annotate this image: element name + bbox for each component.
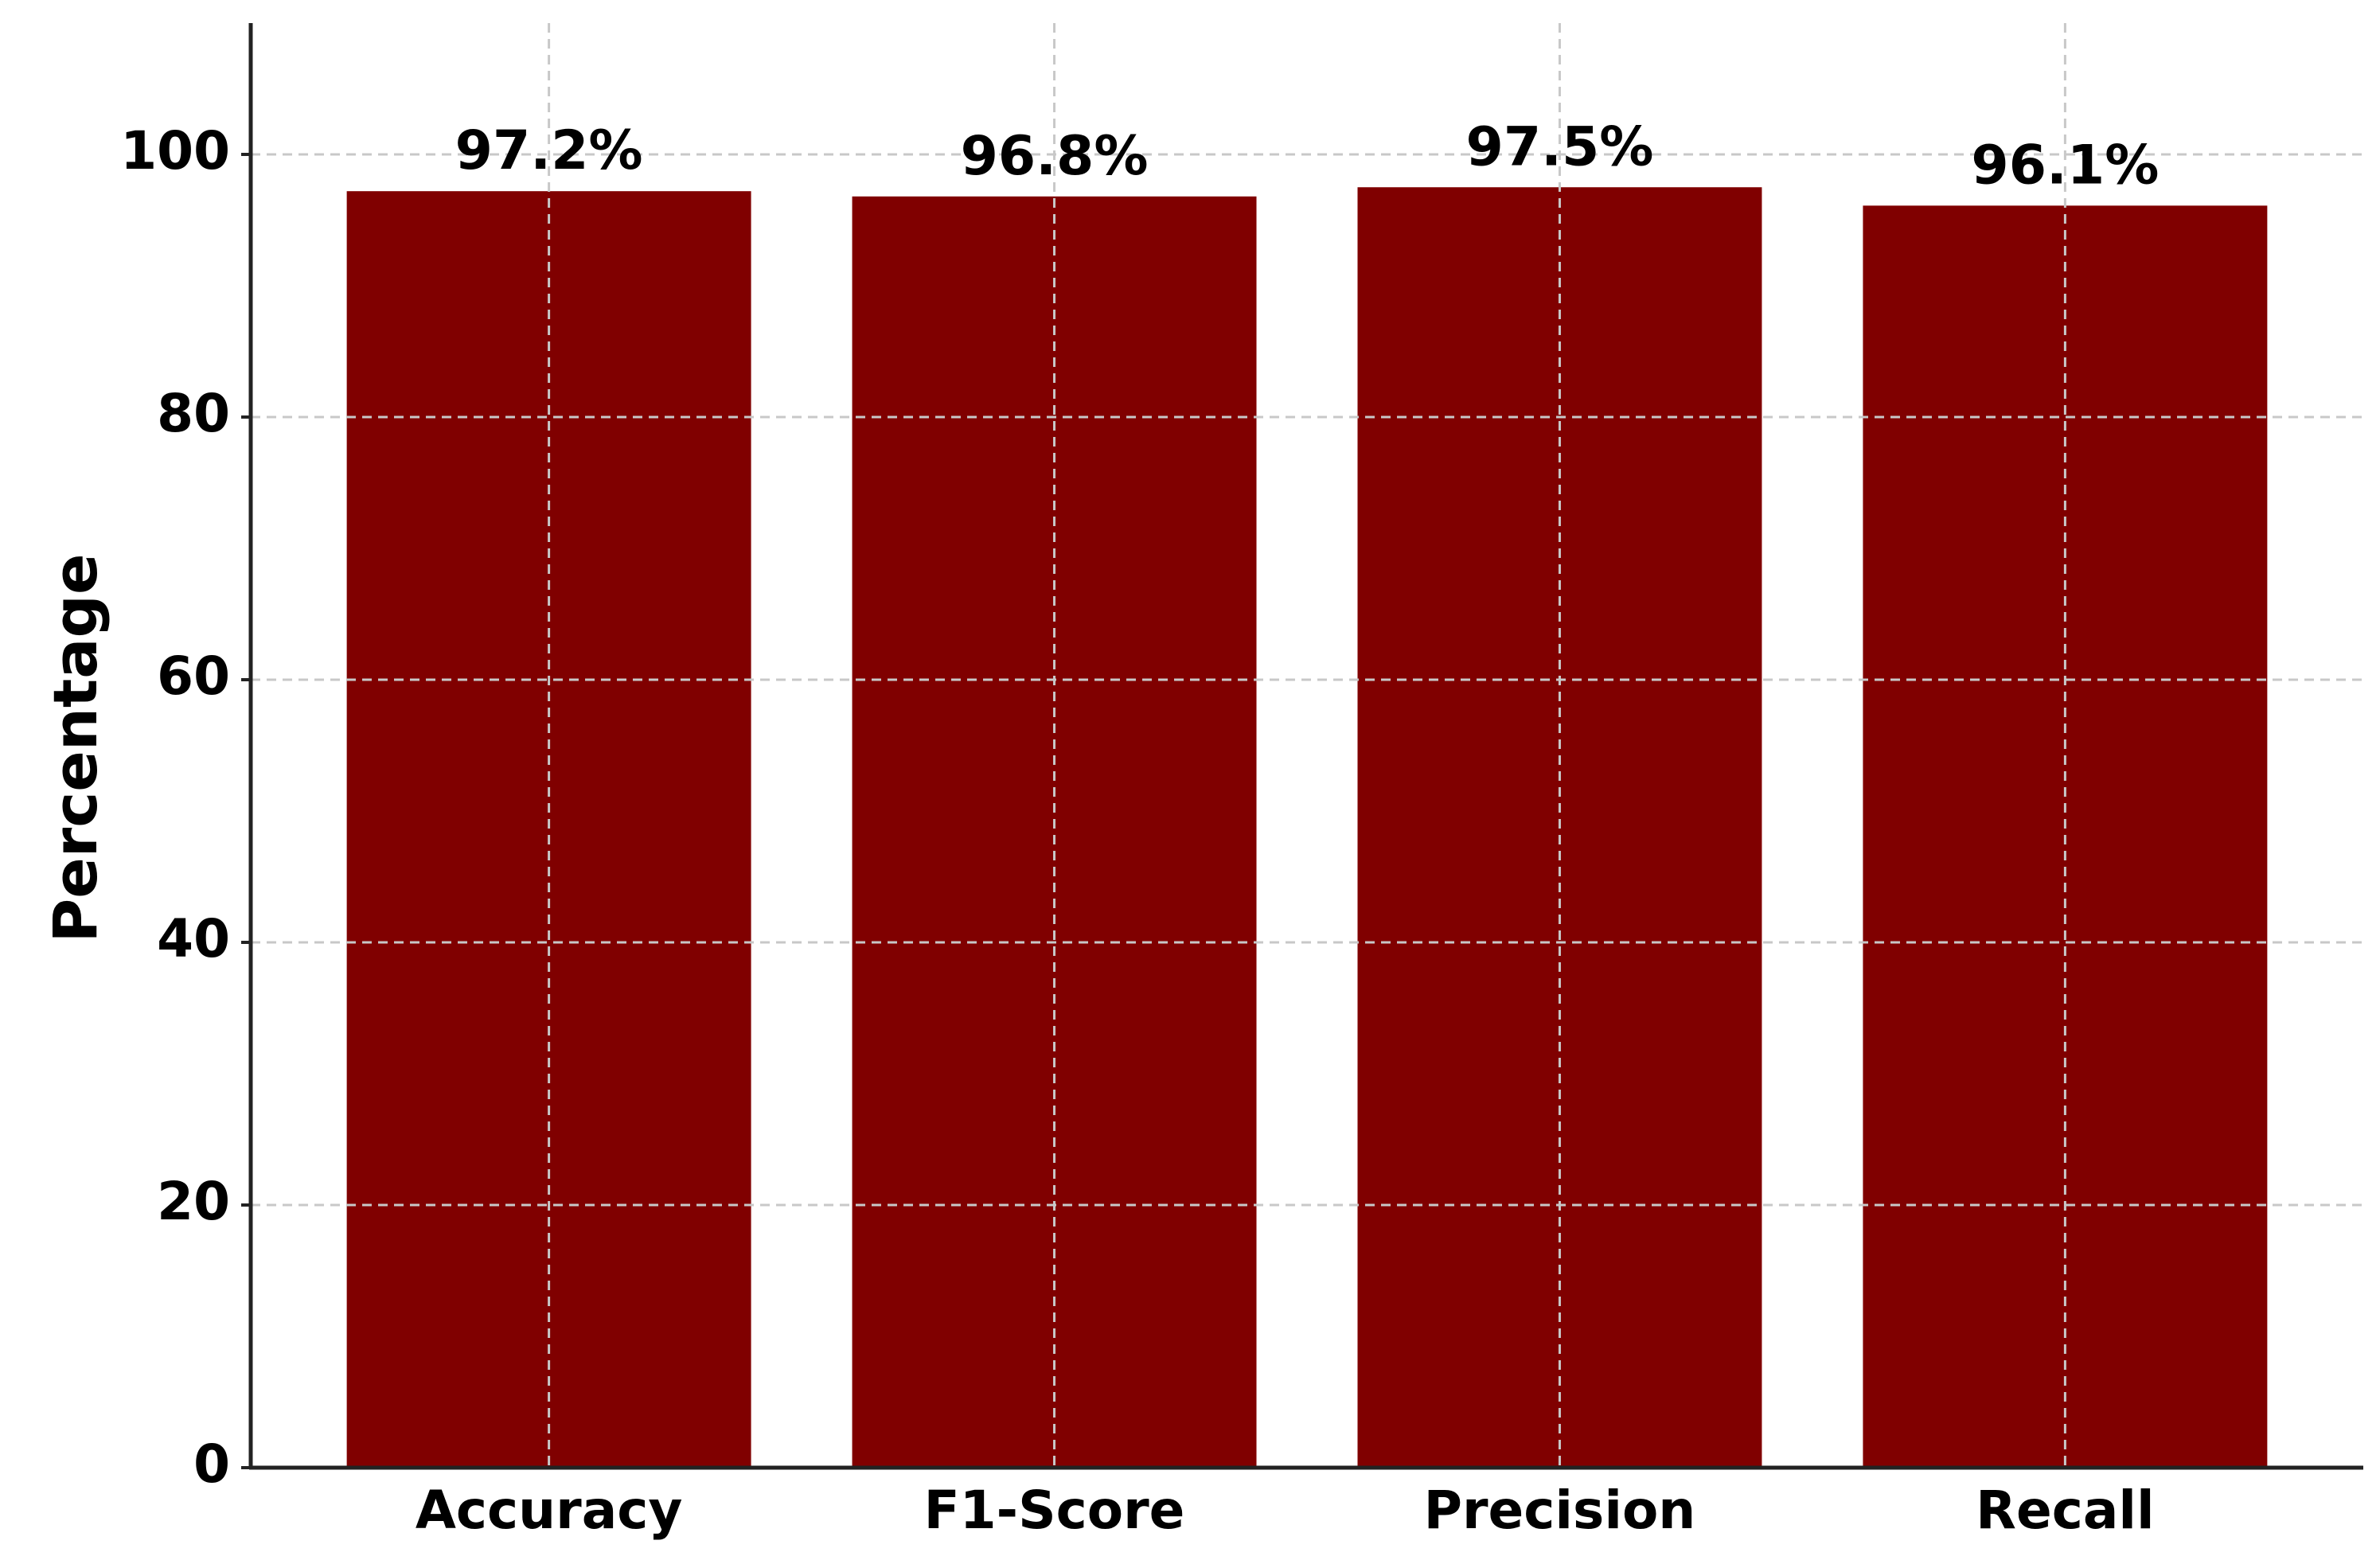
value-label: 96.1%	[1971, 134, 2159, 197]
y-tick-label: 60	[157, 645, 230, 707]
y-axis-label: Percentage	[40, 554, 111, 943]
x-tick-label: Recall	[1976, 1480, 2155, 1541]
value-label: 97.2%	[455, 119, 643, 182]
x-tick-label: Accuracy	[416, 1480, 683, 1541]
y-tick-label: 20	[157, 1171, 230, 1232]
value-label: 97.5%	[1466, 115, 1654, 178]
y-tick-label: 100	[120, 120, 230, 181]
bar	[852, 196, 1257, 1468]
y-tick-label: 0	[193, 1433, 230, 1495]
y-tick-label: 40	[157, 908, 230, 969]
x-tick-label: F1-Score	[924, 1480, 1185, 1541]
y-tick-label: 80	[157, 383, 230, 444]
x-tick-label: Precision	[1424, 1480, 1696, 1541]
value-label: 96.8%	[961, 125, 1149, 188]
